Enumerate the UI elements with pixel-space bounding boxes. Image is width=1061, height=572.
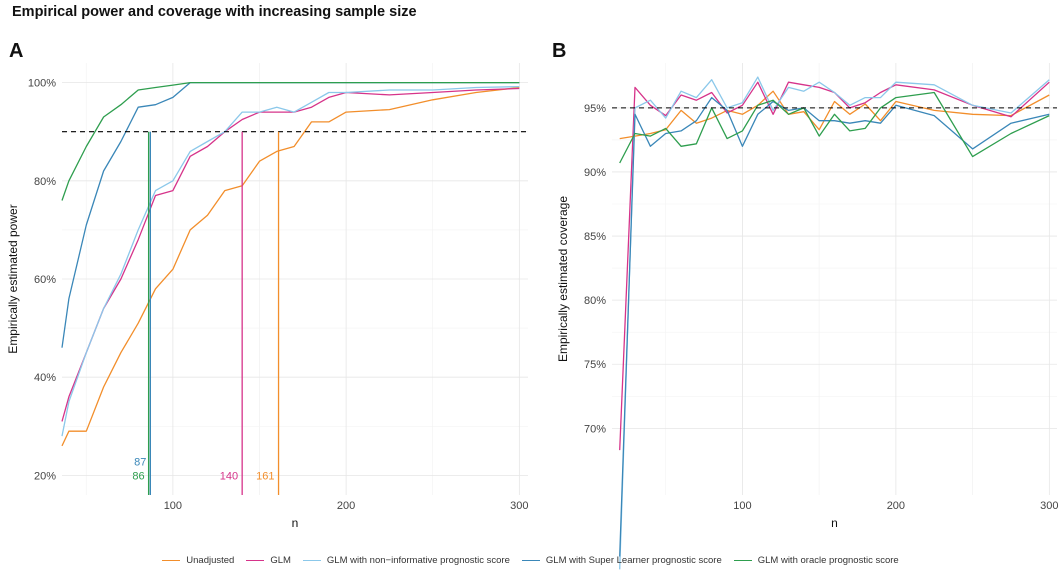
- y-tick-label: 40%: [34, 372, 56, 384]
- legend-item-glm-oracle: GLM with oracle prognostic score: [733, 555, 899, 566]
- legend-label: Unadjusted: [186, 555, 235, 566]
- legend-label: GLM with oracle prognostic score: [757, 555, 899, 566]
- y-tick-label: 85%: [584, 231, 606, 243]
- panel-a-tag: A: [9, 40, 24, 62]
- crossing-label-140: 140: [220, 470, 238, 482]
- x-tick-label: 200: [337, 500, 355, 512]
- legend-key-unadjusted: [162, 560, 181, 561]
- x-axis-title: n: [831, 516, 838, 530]
- y-tick-label: 90%: [584, 167, 606, 179]
- power-line-glm-with-super-learner-prognostic-score: [61, 81, 520, 348]
- x-tick-label: 100: [164, 500, 182, 512]
- chart-legend: Unadjusted GLM GLM with non−informative …: [0, 555, 1061, 566]
- y-axis-title: Empirically estimated coverage: [556, 196, 570, 362]
- legend-key-glm-noninformative: [302, 560, 321, 561]
- legend-key-glm-super-learner: [521, 560, 540, 561]
- crossing-label-161: 161: [256, 470, 274, 482]
- x-tick-label: 100: [733, 500, 751, 512]
- crossing-label-87: 87: [134, 457, 146, 469]
- y-tick-label: 95%: [584, 103, 606, 115]
- y-tick-label: 80%: [584, 295, 606, 307]
- y-tick-label: 70%: [584, 423, 606, 435]
- coverage-line-glm-with-oracle-prognostic-score: [619, 91, 1050, 164]
- legend-item-glm: GLM: [246, 555, 291, 566]
- y-tick-label: 20%: [34, 470, 56, 482]
- panel-b-tag: B: [552, 40, 567, 62]
- power-line-glm-with-non-informative-prognostic-score: [61, 85, 520, 437]
- legend-item-glm-noninformative: GLM with non−informative prognostic scor…: [302, 555, 510, 566]
- y-tick-label: 100%: [28, 78, 56, 90]
- coverage-panel: 70% 75% 80% 85% 90% 95% 100 200 300 n Empirically …: [556, 63, 1059, 570]
- power-line-unadjusted: [61, 86, 520, 447]
- crossing-label-86: 86: [132, 470, 144, 482]
- y-axis-title: Empirically estimated power: [6, 204, 20, 353]
- y-tick-label: 60%: [34, 274, 56, 286]
- power-line-glm: [61, 87, 520, 422]
- legend-label: GLM: [270, 555, 291, 566]
- coverage-line-glm-with-non-informative-prognostic-score: [619, 76, 1050, 570]
- legend-label: GLM with non−informative prognostic scor…: [326, 555, 510, 566]
- chart-title: Empirical power and coverage with increa…: [12, 4, 417, 20]
- x-axis-title: n: [292, 516, 299, 530]
- legend-key-glm-oracle: [733, 560, 752, 561]
- y-tick-label: 75%: [584, 359, 606, 371]
- legend-item-glm-super-learner: GLM with Super Learner prognostic score: [521, 555, 722, 566]
- legend-label: GLM with Super Learner prognostic score: [545, 555, 722, 566]
- power-line-glm-with-oracle-prognostic-score: [61, 81, 520, 201]
- legend-item-unadjusted: Unadjusted: [162, 555, 234, 566]
- coverage-line-glm: [619, 81, 1050, 451]
- x-tick-label: 300: [1040, 500, 1058, 512]
- x-tick-label: 300: [510, 500, 528, 512]
- legend-key-glm: [246, 560, 265, 561]
- x-tick-label: 200: [887, 500, 905, 512]
- coverage-line-glm-with-super-learner-prognostic-score: [619, 96, 1050, 557]
- y-tick-label: 80%: [34, 176, 56, 188]
